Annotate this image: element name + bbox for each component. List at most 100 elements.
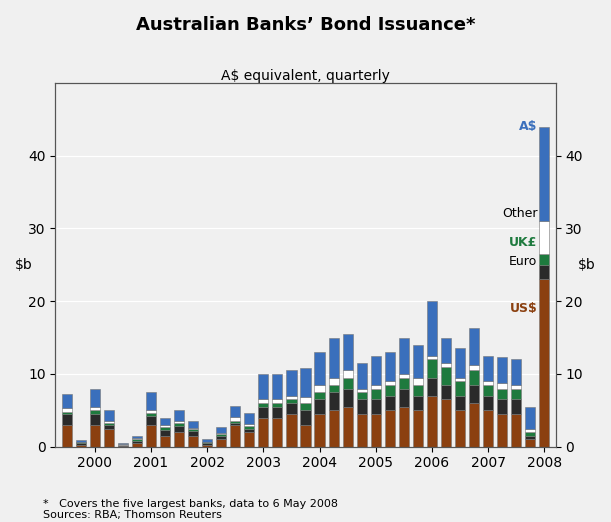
Bar	[273, 399, 282, 403]
Bar	[511, 399, 521, 414]
Y-axis label: $b: $b	[15, 258, 33, 272]
Bar	[230, 417, 240, 421]
Bar	[329, 392, 338, 410]
Bar	[329, 410, 338, 447]
Bar	[258, 399, 268, 403]
Bar	[455, 410, 465, 447]
Bar	[399, 377, 409, 388]
Bar	[244, 426, 254, 429]
Bar	[497, 388, 507, 399]
Bar	[497, 383, 507, 388]
Bar	[104, 421, 114, 423]
Bar	[525, 440, 535, 447]
Text: US$: US$	[510, 302, 537, 315]
Bar	[371, 356, 381, 385]
Bar	[455, 349, 465, 377]
Bar	[357, 414, 367, 447]
Bar	[104, 429, 114, 447]
Text: *   Covers the five largest banks, data to 6 May 2008: * Covers the five largest banks, data to…	[43, 499, 338, 509]
Title: A$ equivalent, quarterly: A$ equivalent, quarterly	[221, 69, 390, 83]
Bar	[76, 442, 86, 443]
Bar	[469, 370, 479, 385]
Bar	[174, 426, 184, 432]
Bar	[469, 403, 479, 447]
Bar	[146, 425, 156, 447]
Bar	[343, 370, 353, 377]
Bar	[216, 434, 226, 436]
Bar	[216, 427, 226, 433]
Bar	[301, 425, 310, 447]
Bar	[540, 126, 549, 221]
Bar	[244, 429, 254, 432]
Bar	[258, 374, 268, 399]
Bar	[202, 440, 212, 442]
Bar	[160, 418, 170, 425]
Bar	[371, 388, 381, 399]
Bar	[441, 363, 451, 366]
Bar	[455, 396, 465, 410]
Bar	[540, 265, 549, 279]
Bar	[287, 414, 296, 447]
Bar	[132, 441, 142, 443]
Bar	[132, 438, 142, 440]
Bar	[427, 396, 437, 447]
Bar	[371, 385, 381, 388]
Bar	[273, 403, 282, 407]
Bar	[525, 429, 535, 432]
Bar	[230, 423, 240, 425]
Bar	[329, 377, 338, 385]
Bar	[413, 345, 423, 377]
Bar	[104, 423, 114, 425]
Bar	[273, 374, 282, 399]
Bar	[385, 381, 395, 385]
Text: Other: Other	[502, 207, 537, 220]
Bar	[511, 385, 521, 388]
Bar	[315, 414, 324, 447]
Bar	[371, 414, 381, 447]
Bar	[216, 433, 226, 434]
Bar	[76, 445, 86, 447]
Bar	[385, 385, 395, 396]
Bar	[146, 416, 156, 425]
Bar	[413, 396, 423, 410]
Bar	[483, 381, 493, 385]
Bar	[511, 360, 521, 385]
Bar	[132, 436, 142, 438]
Bar	[315, 385, 324, 392]
Y-axis label: $b: $b	[578, 258, 596, 272]
Text: UK£: UK£	[509, 236, 537, 250]
Bar	[343, 334, 353, 370]
Bar	[357, 363, 367, 388]
Bar	[441, 366, 451, 385]
Bar	[202, 442, 212, 443]
Bar	[385, 396, 395, 410]
Bar	[244, 413, 254, 424]
Bar	[132, 440, 142, 441]
Bar	[202, 445, 212, 447]
Bar	[188, 428, 198, 429]
Bar	[90, 407, 100, 410]
Bar	[62, 408, 71, 412]
Bar	[90, 425, 100, 447]
Bar	[90, 388, 100, 407]
Bar	[118, 444, 128, 445]
Bar	[287, 370, 296, 396]
Bar	[258, 407, 268, 418]
Bar	[497, 414, 507, 447]
Bar	[132, 443, 142, 447]
Bar	[62, 412, 71, 414]
Bar	[540, 279, 549, 447]
Bar	[188, 432, 198, 436]
Bar	[329, 338, 338, 377]
Bar	[483, 356, 493, 381]
Bar	[357, 399, 367, 414]
Bar	[287, 399, 296, 403]
Bar	[90, 410, 100, 414]
Bar	[343, 388, 353, 407]
Bar	[174, 423, 184, 426]
Bar	[273, 418, 282, 447]
Bar	[216, 440, 226, 447]
Bar	[76, 440, 86, 442]
Bar	[343, 407, 353, 447]
Bar	[427, 301, 437, 356]
